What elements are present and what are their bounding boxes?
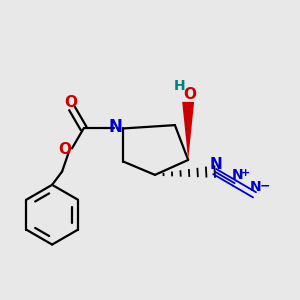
Text: O: O	[183, 87, 196, 102]
Text: H: H	[174, 79, 186, 93]
Text: N: N	[108, 118, 122, 136]
Text: O: O	[58, 142, 71, 157]
Polygon shape	[182, 102, 194, 160]
Text: O: O	[64, 95, 77, 110]
Text: −: −	[259, 179, 270, 192]
Text: N: N	[250, 181, 261, 194]
Text: +: +	[241, 168, 250, 178]
Text: N: N	[209, 157, 222, 172]
Text: N: N	[231, 168, 243, 182]
